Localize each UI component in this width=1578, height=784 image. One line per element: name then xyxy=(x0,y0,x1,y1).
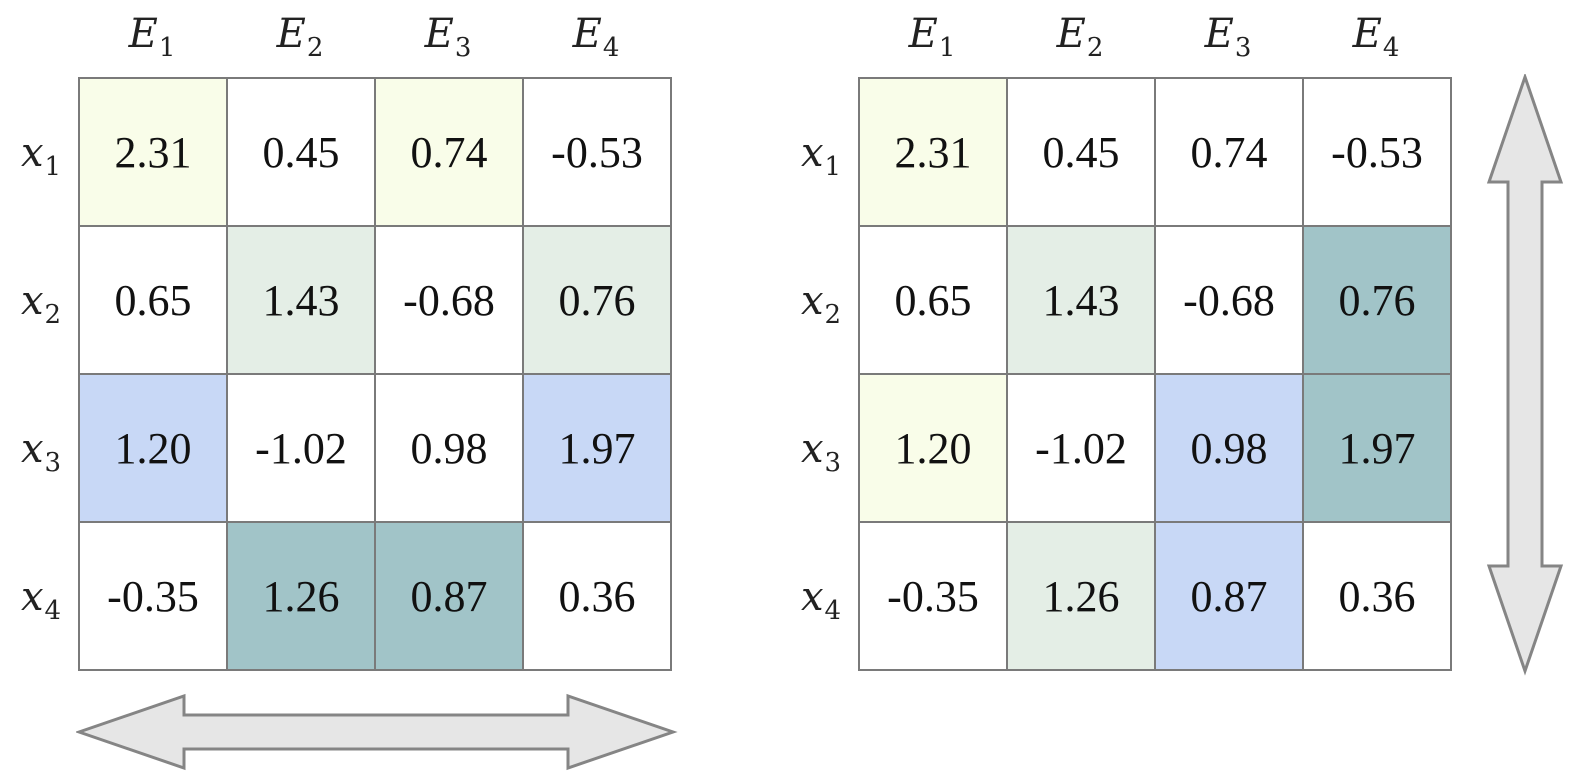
matrix-cell: 2.31 xyxy=(80,79,228,227)
matrix-cell: 0.65 xyxy=(80,227,228,375)
matrix-cell: 0.45 xyxy=(1008,79,1156,227)
column-header-1: E1 xyxy=(78,14,226,61)
matrix-cell: -0.53 xyxy=(1304,79,1452,227)
column-header-subscript: 4 xyxy=(1382,33,1400,63)
column-header-letter: E xyxy=(1352,11,1382,57)
row-label-1: x1 xyxy=(786,133,856,180)
matrix-cell: 1.26 xyxy=(1008,523,1156,671)
row-label-letter: x xyxy=(20,130,44,176)
row-label-subscript: 1 xyxy=(824,152,842,182)
matrix-cell: 1.43 xyxy=(1008,227,1156,375)
column-header-letter: E xyxy=(1204,11,1234,57)
matrix-cell: 2.31 xyxy=(860,79,1008,227)
matrix-cell: 0.36 xyxy=(524,523,672,671)
column-header-letter: E xyxy=(572,11,602,57)
column-header-subscript: 2 xyxy=(306,33,324,63)
matrix-cell: 1.97 xyxy=(1304,375,1452,523)
column-header-subscript: 1 xyxy=(938,33,956,63)
matrix-cell: -0.35 xyxy=(860,523,1008,671)
row-label-2: x2 xyxy=(786,281,856,328)
column-header-subscript: 4 xyxy=(602,33,620,63)
matrix-cell: 0.65 xyxy=(860,227,1008,375)
matrix-cell: 0.87 xyxy=(1156,523,1304,671)
matrix-cell: -0.68 xyxy=(1156,227,1304,375)
row-label-4: x4 xyxy=(6,577,76,624)
matrix-cell: -1.02 xyxy=(228,375,376,523)
column-header-3: E3 xyxy=(1154,14,1302,61)
row-label-subscript: 3 xyxy=(824,448,842,478)
row-label-4: x4 xyxy=(786,577,856,624)
matrix-cell: 1.26 xyxy=(228,523,376,671)
matrix-cell: 0.76 xyxy=(1304,227,1452,375)
row-label-letter: x xyxy=(20,278,44,324)
matrix-cell: -1.02 xyxy=(1008,375,1156,523)
row-label-3: x3 xyxy=(6,429,76,476)
column-header-1: E1 xyxy=(858,14,1006,61)
right-matrix: 2.31 0.45 0.74 -0.53 0.65 1.43 -0.68 0.76 1.20 -1… xyxy=(858,77,1452,671)
column-header-subscript: 2 xyxy=(1086,33,1104,63)
matrix-cell: 0.74 xyxy=(376,79,524,227)
matrix-cell: 0.98 xyxy=(1156,375,1304,523)
matrix-cell: -0.68 xyxy=(376,227,524,375)
column-header-letter: E xyxy=(908,11,938,57)
matrix-cell: 1.20 xyxy=(860,375,1008,523)
horizontal-double-arrow-icon xyxy=(76,693,678,771)
row-label-letter: x xyxy=(800,130,824,176)
row-label-subscript: 2 xyxy=(44,300,62,330)
matrix-cell: 1.20 xyxy=(80,375,228,523)
matrix-cell: 0.76 xyxy=(524,227,672,375)
matrix-cell: 1.43 xyxy=(228,227,376,375)
matrix-cell: -0.53 xyxy=(524,79,672,227)
matrix-cell: 1.97 xyxy=(524,375,672,523)
row-label-letter: x xyxy=(800,278,824,324)
matrix-cell: 0.36 xyxy=(1304,523,1452,671)
row-label-letter: x xyxy=(20,574,44,620)
matrix-cell: -0.35 xyxy=(80,523,228,671)
column-header-3: E3 xyxy=(374,14,522,61)
row-label-subscript: 1 xyxy=(44,152,62,182)
column-header-subscript: 1 xyxy=(158,33,176,63)
vertical-double-arrow-icon xyxy=(1486,74,1564,676)
row-label-3: x3 xyxy=(786,429,856,476)
matrix-cell: 0.87 xyxy=(376,523,524,671)
column-header-2: E2 xyxy=(1006,14,1154,61)
row-label-letter: x xyxy=(800,574,824,620)
column-header-letter: E xyxy=(276,11,306,57)
row-label-letter: x xyxy=(20,426,44,472)
row-label-letter: x xyxy=(800,426,824,472)
column-header-letter: E xyxy=(1056,11,1086,57)
row-label-1: x1 xyxy=(6,133,76,180)
row-label-subscript: 4 xyxy=(44,596,62,626)
matrix-cell: 0.74 xyxy=(1156,79,1304,227)
column-header-2: E2 xyxy=(226,14,374,61)
matrix-cell: 0.98 xyxy=(376,375,524,523)
matrix-cell: 0.45 xyxy=(228,79,376,227)
row-label-2: x2 xyxy=(6,281,76,328)
row-label-subscript: 3 xyxy=(44,448,62,478)
row-label-subscript: 4 xyxy=(824,596,842,626)
left-matrix: 2.31 0.45 0.74 -0.53 0.65 1.43 -0.68 0.76 1.20 -1… xyxy=(78,77,672,671)
column-header-4: E4 xyxy=(522,14,670,61)
column-header-4: E4 xyxy=(1302,14,1450,61)
column-header-subscript: 3 xyxy=(454,33,472,63)
column-header-letter: E xyxy=(128,11,158,57)
column-header-letter: E xyxy=(424,11,454,57)
row-label-subscript: 2 xyxy=(824,300,842,330)
column-header-subscript: 3 xyxy=(1234,33,1252,63)
